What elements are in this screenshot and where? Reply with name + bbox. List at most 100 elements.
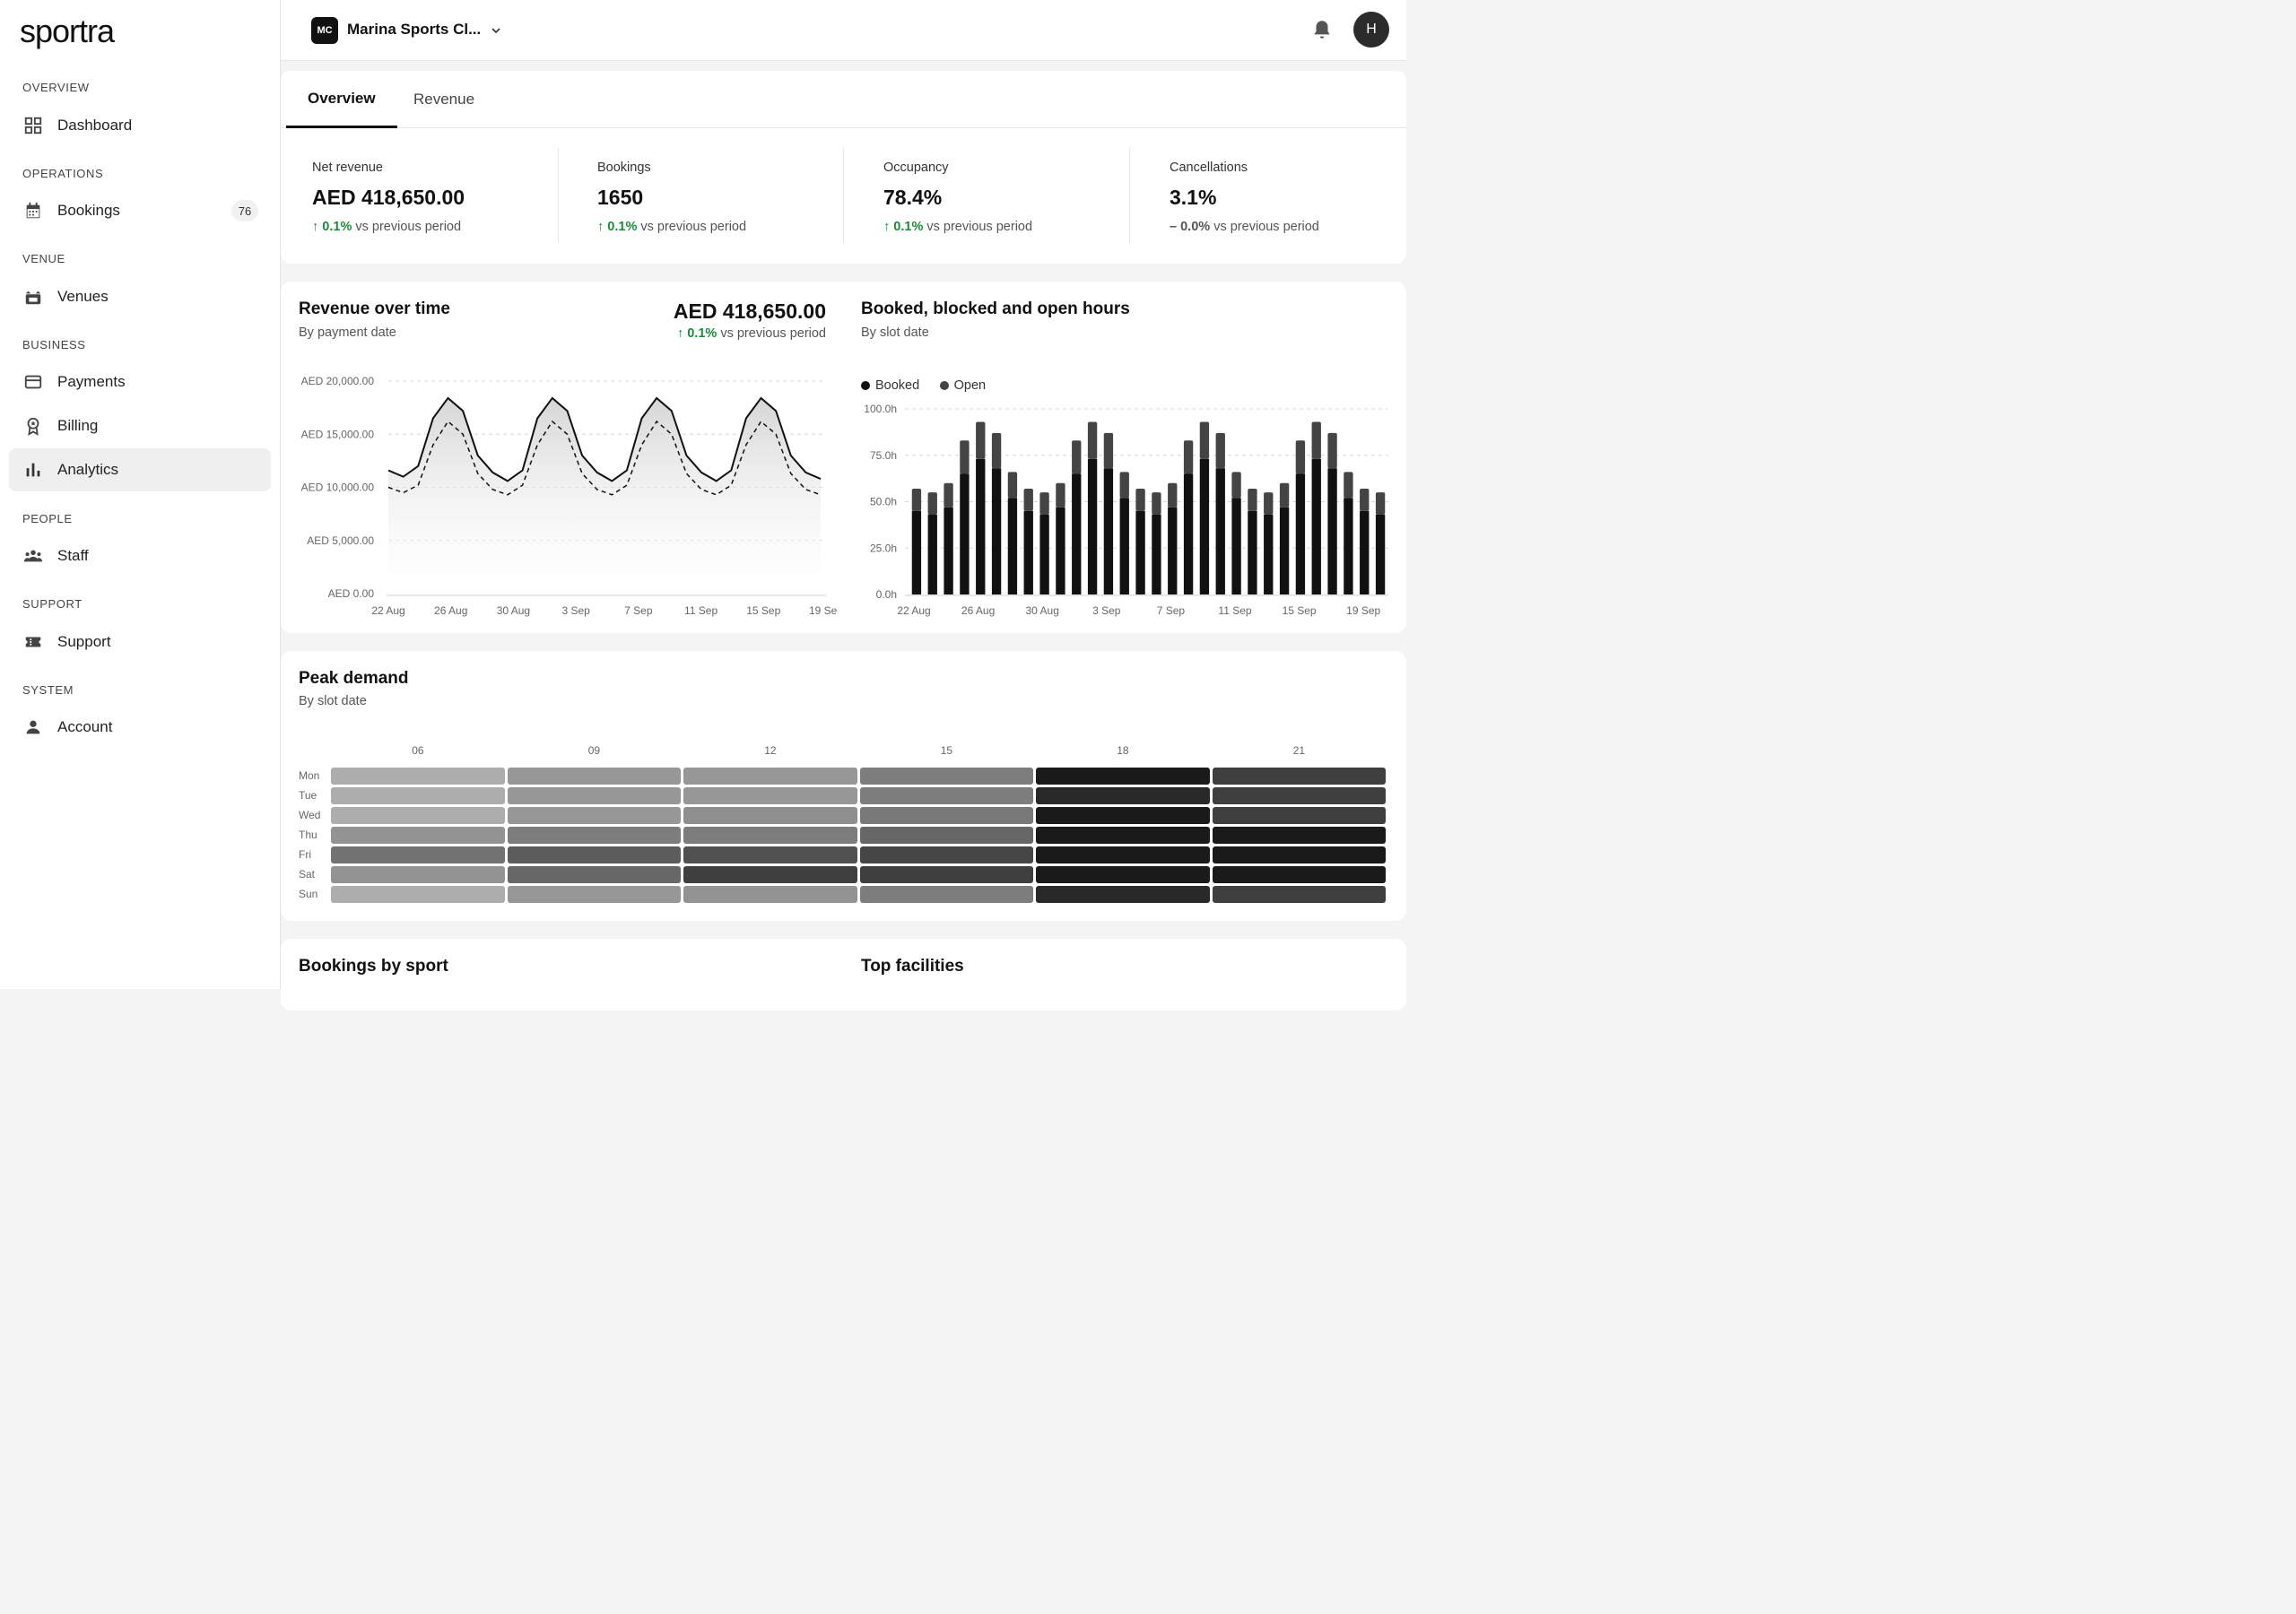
bell-icon[interactable] (1310, 18, 1334, 41)
bar-booked (1295, 473, 1306, 594)
kpi-value: 3.1% (1170, 186, 1217, 209)
user-avatar[interactable]: H (1353, 12, 1389, 48)
bar-booked (1135, 510, 1145, 594)
sidebar-item-label: Account (57, 718, 113, 735)
ticket-icon (23, 632, 43, 652)
x-tick-label: 22 Aug (371, 604, 404, 617)
heatmap-cell (683, 866, 857, 883)
y-tick-label: AED 15,000.00 (301, 428, 375, 440)
heatmap-cell (331, 886, 505, 903)
legend-label: Open (953, 377, 987, 393)
heatmap-cell (1036, 787, 1210, 804)
heatmap-cell (859, 807, 1033, 824)
club-switcher[interactable]: Marina Sports Cl... (347, 21, 482, 38)
app-logo: sportra (20, 13, 115, 49)
bar-open (944, 482, 953, 508)
sidebar: sportra OVERVIEW Dashboard OPERATIONS Bo… (0, 0, 281, 989)
arrow-up-icon: ↑ (312, 220, 319, 234)
bar-booked (944, 507, 953, 594)
chevron-down-icon[interactable] (489, 23, 503, 38)
tab-overview[interactable]: Overview (286, 71, 397, 128)
bar-open (1327, 432, 1337, 469)
peak-demand-title: Peak demand (299, 669, 409, 688)
heatmap-cell (507, 866, 681, 883)
delta-value: 0.1% (893, 220, 924, 234)
bar-open (1072, 440, 1082, 474)
heatmap-cell (1036, 866, 1210, 883)
delta-value: 0.1% (607, 220, 638, 234)
heatmap-hour-label: 12 (764, 744, 777, 757)
revenue-area (388, 397, 821, 594)
kpi-label: Bookings (597, 161, 651, 175)
sidebar-item-support[interactable]: Support (9, 620, 271, 664)
bar-booked (911, 510, 922, 594)
legend-dot-booked (861, 380, 870, 390)
sidebar-item-venues[interactable]: Venues (9, 275, 271, 318)
bar-booked (991, 468, 1002, 594)
heatmap-cell (507, 787, 681, 804)
delta-text: vs previous period (1213, 220, 1319, 234)
heatmap-cell (1212, 807, 1386, 824)
heatmap-cell (1212, 768, 1386, 785)
heatmap-hour-label: 15 (940, 744, 953, 757)
revenue-line-previous (387, 420, 822, 496)
delta-text: vs previous period (640, 220, 747, 234)
badge-icon (23, 416, 43, 436)
sidebar-item-bookings[interactable]: Bookings 76 (9, 189, 271, 232)
sidebar-item-label: Analytics (57, 461, 119, 478)
kpi-divider (1129, 148, 1130, 243)
delta-text: vs previous period (926, 220, 1033, 234)
bar-booked (1248, 510, 1257, 594)
nav-section-support: SUPPORT (22, 597, 83, 611)
revenue-total: AED 418,650.00 (673, 299, 826, 323)
sidebar-item-dashboard[interactable]: Dashboard (9, 104, 271, 147)
heatmap-cell (1036, 886, 1210, 903)
bar-open (1231, 472, 1241, 499)
delta-text: vs previous period (720, 326, 826, 341)
bar-open (1103, 432, 1114, 469)
bar-open (1039, 492, 1049, 515)
heatmap-cell (331, 807, 505, 824)
heatmap-cell (859, 827, 1033, 844)
top-header: MC Marina Sports Cl... H (281, 0, 1406, 61)
heatmap-hour-label: 09 (587, 744, 601, 757)
grid-icon (23, 116, 43, 135)
hours-chart: 0.0h 25.0h 50.0h 75.0h 100.0h 22 Aug 26 Aug 30 … (864, 403, 1388, 617)
bar-open (1215, 432, 1225, 469)
sidebar-item-analytics[interactable]: Analytics (9, 448, 271, 491)
club-avatar[interactable]: MC (311, 17, 338, 44)
delta-value: 0.1% (687, 326, 718, 341)
heatmap-cell (1036, 807, 1210, 824)
kpi-value: 78.4% (883, 186, 943, 209)
x-tick-label: 22 Aug (897, 604, 930, 617)
arrow-up-icon: ↑ (597, 220, 604, 234)
bar-open (1344, 472, 1353, 499)
x-tick-label: 15 Sep (746, 604, 780, 617)
bar-booked (1119, 498, 1129, 594)
bar-booked (1215, 468, 1225, 594)
heatmap-cell (683, 846, 857, 863)
nav-section-people: PEOPLE (22, 512, 73, 525)
bar-booked (1344, 498, 1353, 594)
x-tick-label: 30 Aug (497, 604, 530, 617)
heatmap-cell (507, 886, 681, 903)
arrow-up-icon: ↑ (676, 326, 684, 341)
bar-open (1135, 489, 1145, 511)
tab-revenue[interactable]: Revenue (413, 91, 475, 108)
analytics-tabs: Overview Revenue (281, 71, 1406, 128)
heatmap-cell (859, 768, 1033, 785)
bar-chart-icon (23, 460, 43, 480)
bar-booked (1072, 473, 1082, 594)
bar-open (1199, 421, 1210, 459)
sidebar-item-staff[interactable]: Staff (9, 534, 271, 577)
bar-open (1279, 482, 1290, 508)
bar-booked (1007, 498, 1018, 594)
bar-open (1183, 440, 1194, 474)
sidebar-item-account[interactable]: Account (9, 706, 271, 749)
heatmap-cell (1036, 827, 1210, 844)
sidebar-item-billing[interactable]: Billing (9, 404, 271, 447)
bar-booked (1327, 468, 1337, 594)
sidebar-item-payments[interactable]: Payments (9, 360, 271, 404)
kpi-delta: ↑ 0.1% vs previous period (883, 220, 1032, 234)
nav-section-system: SYSTEM (22, 683, 74, 697)
